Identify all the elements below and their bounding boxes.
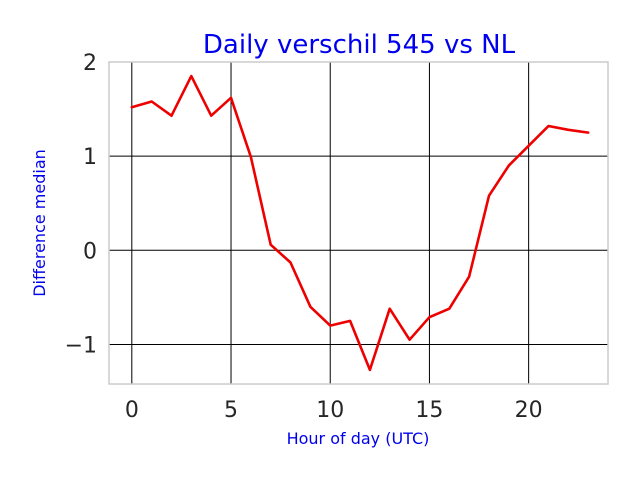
y-tick-label: 2	[83, 51, 97, 76]
y-tick-labels: 2 1 0 −1	[65, 51, 97, 358]
x-tick-labels: 0 5 10 15 20	[125, 398, 543, 423]
x-tick-label: 5	[224, 398, 238, 423]
x-tick-label: 20	[515, 398, 543, 423]
x-tick-label: 10	[316, 398, 344, 423]
series-line	[130, 74, 590, 372]
plot-frame	[108, 61, 609, 385]
x-tick-label: 15	[415, 398, 443, 423]
y-tick-label: −1	[65, 333, 97, 358]
y-tick-label: 0	[83, 239, 97, 264]
y-tick-label: 1	[83, 145, 97, 170]
x-gridlines	[131, 62, 530, 384]
y-gridlines	[109, 155, 608, 345]
y-axis-label: Difference median	[30, 149, 49, 297]
x-axis-label: Hour of day (UTC)	[287, 429, 430, 448]
chart-title: Daily verschil 545 vs NL	[203, 30, 516, 60]
x-tick-label: 0	[125, 398, 139, 423]
